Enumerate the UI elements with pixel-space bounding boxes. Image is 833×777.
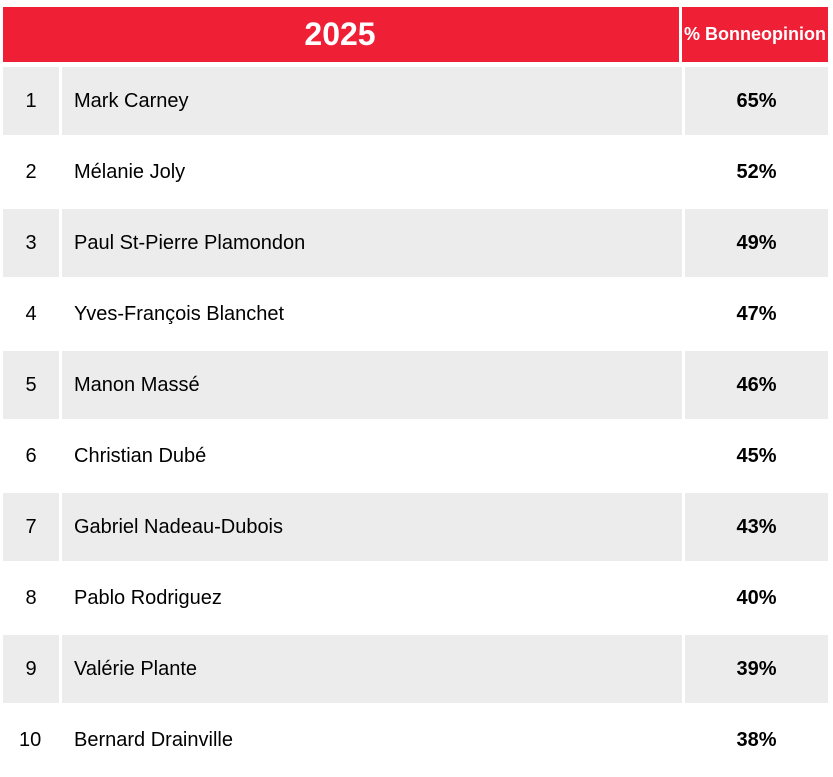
percent-cell: 49% bbox=[685, 209, 828, 277]
percent-cell: 46% bbox=[685, 351, 828, 419]
name-cell: Bernard Drainville bbox=[74, 728, 233, 751]
table-row: 2 Mélanie Joly 52% bbox=[3, 138, 828, 206]
name-cell: Gabriel Nadeau-Dubois bbox=[62, 493, 682, 561]
percent-cell: 47% bbox=[736, 302, 777, 325]
name-cell: Christian Dubé bbox=[74, 444, 207, 467]
table-title: 2025 bbox=[3, 7, 679, 62]
percent-cell: 45% bbox=[736, 444, 777, 467]
name-cell: Pablo Rodriguez bbox=[74, 586, 222, 609]
rank-cell: 3 bbox=[3, 209, 59, 277]
percent-cell: 43% bbox=[685, 493, 828, 561]
table-header: 2025 % Bonne opinion bbox=[3, 7, 828, 62]
table-row: 9 Valérie Plante 39% bbox=[3, 635, 828, 703]
name-cell: Mark Carney bbox=[62, 67, 682, 135]
percent-cell: 52% bbox=[736, 160, 777, 183]
table-row: 7 Gabriel Nadeau-Dubois 43% bbox=[3, 493, 828, 561]
column-header-bonne-opinion: % Bonne opinion bbox=[682, 7, 828, 62]
table-title-text: 2025 bbox=[304, 16, 376, 52]
name-cell: Yves-François Blanchet bbox=[74, 302, 285, 325]
rank-cell: 8 bbox=[25, 586, 37, 609]
table-row: 8 Pablo Rodriguez 40% bbox=[3, 564, 828, 632]
table-row: 5 Manon Massé 46% bbox=[3, 351, 828, 419]
rank-cell: 1 bbox=[3, 67, 59, 135]
table-row: 1 Mark Carney 65% bbox=[3, 67, 828, 135]
rank-cell: 4 bbox=[25, 302, 37, 325]
rank-cell: 10 bbox=[19, 728, 42, 751]
table-row: 4 Yves-François Blanchet 47% bbox=[3, 280, 828, 348]
ranking-table: 2025 % Bonne opinion 1 Mark Carney 65% 2 Méla… bbox=[3, 7, 828, 777]
table-body: 1 Mark Carney 65% 2 Mélanie Joly 52% 3 Paul St-… bbox=[3, 67, 828, 777]
table-row: 10 Bernard Drainville 38% bbox=[3, 706, 828, 774]
name-cell: Valérie Plante bbox=[62, 635, 682, 703]
percent-cell: 40% bbox=[736, 586, 777, 609]
table-row: 6 Christian Dubé 45% bbox=[3, 422, 828, 490]
rank-cell: 2 bbox=[25, 160, 37, 183]
percent-cell: 38% bbox=[736, 728, 777, 751]
rank-cell: 7 bbox=[3, 493, 59, 561]
name-cell: Manon Massé bbox=[62, 351, 682, 419]
rank-cell: 9 bbox=[3, 635, 59, 703]
percent-cell: 39% bbox=[685, 635, 828, 703]
rank-cell: 6 bbox=[25, 444, 37, 467]
rank-cell: 5 bbox=[3, 351, 59, 419]
name-cell: Paul St-Pierre Plamondon bbox=[62, 209, 682, 277]
name-cell: Mélanie Joly bbox=[74, 160, 186, 183]
table-row: 3 Paul St-Pierre Plamondon 49% bbox=[3, 209, 828, 277]
percent-cell: 65% bbox=[685, 67, 828, 135]
